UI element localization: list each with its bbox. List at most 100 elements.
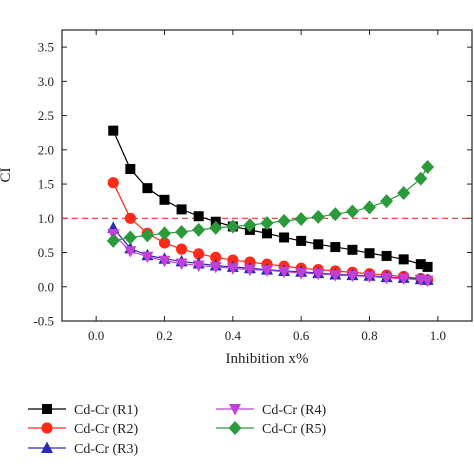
data-point bbox=[260, 216, 274, 231]
series-1 bbox=[108, 125, 433, 272]
data-point bbox=[329, 270, 342, 282]
x-tick-label: 1.0 bbox=[430, 328, 446, 343]
data-point bbox=[421, 275, 434, 288]
data-point bbox=[124, 212, 136, 224]
legend-marker bbox=[41, 441, 53, 453]
data-point bbox=[380, 194, 394, 209]
data-point bbox=[176, 204, 187, 215]
y-tick-label: 1.5 bbox=[38, 177, 54, 192]
data-point bbox=[106, 233, 120, 248]
data-point bbox=[243, 218, 257, 233]
y-tick-label: -0.5 bbox=[33, 314, 54, 329]
data-point bbox=[193, 211, 204, 222]
legend-item: Cd-Cr (R2) bbox=[28, 422, 139, 437]
y-tick-label: 1.0 bbox=[38, 211, 54, 226]
y-axis-title: CI bbox=[0, 167, 14, 182]
data-point bbox=[108, 125, 119, 136]
axes-layer: 0.0 0.2 0.4 0.6 0.8 1.0 -0.5 0.0 0.5 1.0 1.5 2.0 2.5… bbox=[33, 30, 472, 343]
x-tick-label: 0.0 bbox=[88, 328, 104, 343]
series-layer bbox=[106, 125, 435, 288]
data-point bbox=[141, 251, 154, 264]
data-point bbox=[346, 270, 359, 283]
data-point bbox=[226, 219, 240, 234]
data-point bbox=[414, 171, 428, 186]
x-tick-label: 0.8 bbox=[361, 328, 377, 343]
data-point bbox=[278, 266, 291, 279]
data-point bbox=[277, 214, 291, 229]
legend-item: Cd-Cr (R5) bbox=[216, 421, 327, 437]
legend-label: Cd-Cr (R4) bbox=[262, 403, 327, 418]
data-point bbox=[158, 255, 171, 268]
data-point bbox=[381, 250, 392, 261]
legend-marker bbox=[42, 404, 52, 414]
y-tick-label: 2.5 bbox=[38, 108, 54, 123]
x-axis-title: Inhibition x% bbox=[226, 351, 309, 367]
data-point bbox=[347, 244, 358, 255]
data-point bbox=[311, 209, 325, 224]
data-point bbox=[125, 163, 136, 174]
data-point bbox=[279, 232, 290, 243]
data-point bbox=[262, 228, 272, 239]
x-tick-label: 0.6 bbox=[293, 328, 310, 343]
data-point bbox=[210, 251, 222, 263]
data-point bbox=[159, 194, 170, 205]
plot-frame bbox=[61, 29, 473, 322]
legend-item: Cd-Cr (R3) bbox=[28, 441, 139, 457]
data-point bbox=[243, 264, 256, 277]
y-tick-label: 3.0 bbox=[38, 74, 54, 89]
data-point bbox=[209, 220, 223, 235]
data-point bbox=[175, 258, 188, 270]
data-point bbox=[209, 261, 222, 274]
y-tick-label: 0.0 bbox=[38, 279, 54, 294]
data-point bbox=[226, 263, 239, 275]
data-point bbox=[415, 259, 426, 270]
legend-label: Cd-Cr (R3) bbox=[74, 442, 139, 457]
legend-label: Cd-Cr (R5) bbox=[262, 422, 327, 437]
data-point bbox=[261, 265, 273, 277]
data-point bbox=[107, 177, 119, 189]
data-point bbox=[328, 207, 342, 222]
data-point bbox=[124, 246, 137, 258]
legend: Cd-Cr (R1) Cd-Cr (R2) Cd-Cr (R3) Cd-Cr (R4)… bbox=[28, 403, 327, 457]
data-point bbox=[294, 211, 308, 226]
data-point bbox=[363, 271, 376, 283]
y-tick-label: 3.5 bbox=[38, 40, 54, 55]
legend-label: Cd-Cr (R1) bbox=[74, 403, 139, 418]
data-point bbox=[330, 242, 341, 253]
data-point bbox=[175, 224, 189, 239]
data-point bbox=[380, 272, 393, 285]
data-point bbox=[295, 268, 308, 280]
data-point bbox=[192, 222, 206, 237]
data-point bbox=[398, 254, 409, 265]
data-point bbox=[175, 243, 188, 255]
legend-marker bbox=[41, 422, 53, 434]
data-point bbox=[397, 273, 410, 286]
data-point bbox=[397, 185, 411, 200]
data-point bbox=[142, 183, 153, 194]
data-point bbox=[123, 230, 137, 245]
legend-label: Cd-Cr (R2) bbox=[74, 422, 139, 437]
data-point bbox=[193, 248, 205, 260]
data-point bbox=[422, 261, 433, 272]
data-point bbox=[158, 226, 171, 241]
data-point bbox=[227, 254, 239, 266]
x-tick-label: 0.2 bbox=[156, 328, 172, 343]
data-point bbox=[313, 239, 324, 250]
data-point bbox=[421, 159, 435, 174]
y-tick-label: 2.0 bbox=[38, 142, 54, 157]
x-tick-label: 0.4 bbox=[225, 328, 242, 343]
data-point bbox=[140, 228, 154, 243]
y-tick-label: 0.5 bbox=[38, 245, 54, 260]
data-point bbox=[363, 200, 376, 215]
data-point bbox=[364, 248, 375, 259]
legend-marker bbox=[228, 421, 242, 435]
series-4 bbox=[107, 229, 434, 288]
data-point bbox=[158, 237, 171, 249]
data-point bbox=[296, 235, 307, 246]
legend-item: Cd-Cr (R4) bbox=[216, 403, 327, 418]
legend-marker bbox=[229, 404, 241, 416]
data-point bbox=[312, 268, 325, 281]
legend-item: Cd-Cr (R1) bbox=[28, 403, 139, 418]
series-5 bbox=[106, 159, 435, 248]
